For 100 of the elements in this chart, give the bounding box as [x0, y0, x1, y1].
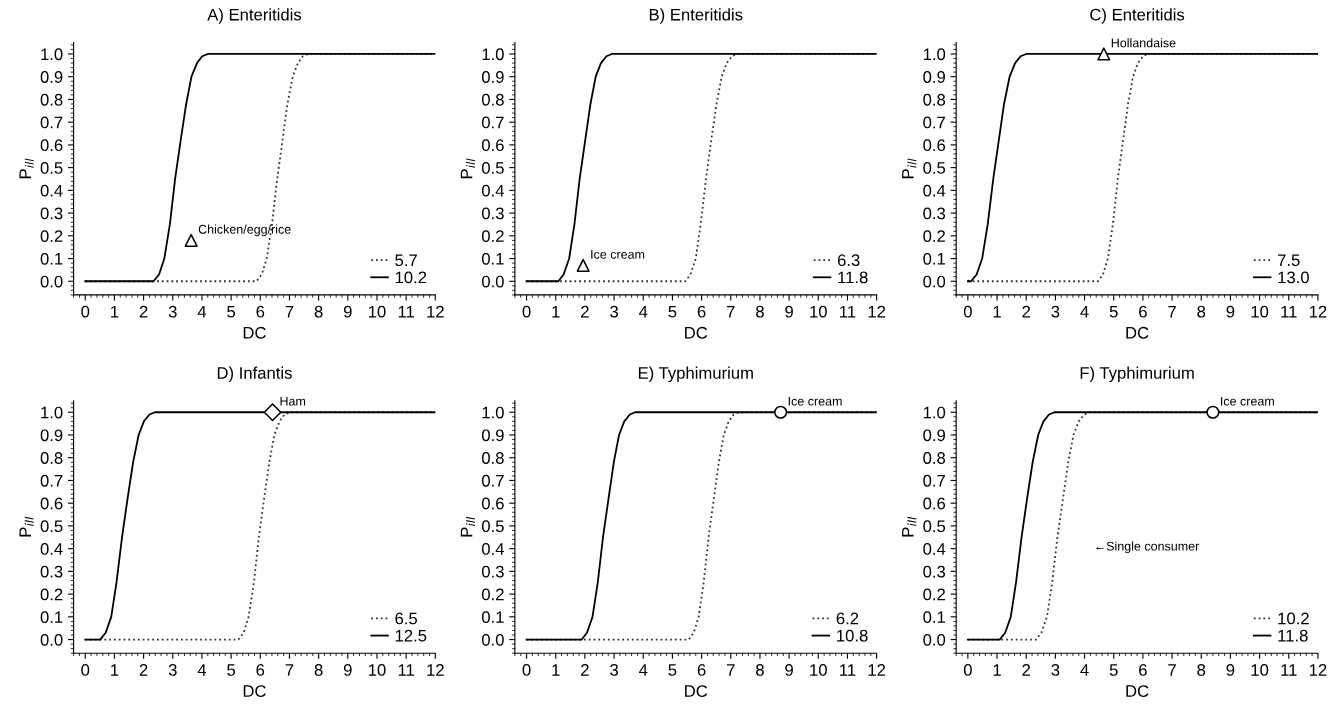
chart-title: D) Infantis	[217, 366, 292, 383]
y-tick-label: 0.1	[40, 611, 63, 624]
y-tick-label: 0.2	[923, 230, 945, 243]
x-tick-label: 2	[1022, 664, 1031, 676]
x-tick-label: 5	[227, 305, 236, 318]
x-tick-label: 8	[314, 305, 323, 318]
x-tick-label: 1	[552, 664, 560, 676]
x-tick-label: 10	[810, 305, 827, 318]
y-tick-label: 0.0	[40, 275, 63, 288]
legend-label: 13.0	[1278, 271, 1309, 284]
x-tick-label: 7	[1168, 305, 1176, 318]
x-tick-label: 4	[197, 664, 207, 676]
x-tick-label: 0	[81, 305, 90, 318]
y-tick-label: 0.4	[923, 543, 946, 555]
x-axis-title: DC	[685, 326, 708, 339]
x-tick-label: 3	[1051, 664, 1060, 676]
y-tick-label: 0.9	[481, 429, 504, 442]
y-tick-label: 0.9	[923, 71, 945, 83]
y-tick-label: 1.0	[923, 48, 946, 61]
legend-label: 6.3	[837, 254, 860, 267]
y-tick-label: 0.8	[40, 452, 63, 464]
x-tick-label: 9	[343, 664, 352, 676]
y-tick-label: 0.2	[481, 588, 504, 601]
y-tick-label: 1.0	[923, 406, 946, 419]
x-tick-label: 7	[726, 664, 735, 676]
y-tick-label: 0.4	[923, 184, 946, 197]
y-tick-label: 0.4	[481, 184, 504, 197]
x-tick-label: 2	[1022, 305, 1031, 318]
x-tick-label: 2	[139, 664, 148, 676]
x-tick-label: 3	[168, 305, 177, 318]
annotation: Hollandaise	[1111, 38, 1176, 48]
chart-title: F) Typhimurium	[1080, 366, 1194, 383]
y-tick-label: 0.3	[40, 207, 63, 220]
chart-title: E) Typhimurium	[638, 366, 753, 383]
x-tick-label: 10	[1251, 664, 1269, 676]
y-tick-label: 1.0	[482, 406, 504, 419]
x-axis-title: DC	[1126, 685, 1149, 697]
y-tick-label: 0.6	[923, 497, 946, 510]
x-tick-label: 11	[398, 664, 414, 676]
x-tick-label: 12	[868, 664, 886, 676]
y-tick-label: 0.5	[923, 520, 946, 533]
y-tick-label: 0.5	[40, 162, 63, 174]
x-tick-label: 11	[840, 664, 856, 676]
chart-title: A) Enteritidis	[207, 8, 302, 24]
x-tick-label: 9	[785, 305, 793, 318]
y-tick-label: 0.7	[40, 116, 63, 129]
legend-label: 6.5	[395, 612, 418, 625]
y-tick-label: 0.3	[40, 565, 63, 578]
legend-label: 5.7	[395, 254, 417, 267]
y-tick-label: 0.8	[923, 452, 946, 464]
y-tick-label: 0.2	[923, 588, 945, 601]
legend-label: 12.5	[395, 629, 427, 642]
y-tick-label: 0.2	[40, 230, 63, 243]
y-axis-title: P$_{ill}$	[460, 516, 475, 537]
y-axis-title: P$_{ill}$	[902, 516, 917, 537]
x-tick-label: 9	[1226, 305, 1235, 318]
x-axis-title: DC	[243, 326, 266, 339]
x-tick-label: 11	[1281, 305, 1297, 318]
x-tick-label: 3	[168, 664, 177, 676]
y-tick-label: 0.4	[40, 184, 63, 197]
x-tick-label: 7	[1168, 664, 1176, 676]
x-tick-label: 8	[1197, 664, 1206, 676]
annotation: Chicken/egg/rice	[198, 224, 291, 237]
x-tick-label: 5	[668, 305, 677, 318]
x-tick-label: 9	[1226, 664, 1235, 676]
y-tick-label: 0.6	[481, 497, 504, 510]
y-tick-label: 0.0	[481, 275, 504, 288]
y-tick-label: 0.2	[40, 588, 63, 601]
legend-label: 10.2	[395, 271, 427, 284]
x-tick-label: 11	[840, 305, 856, 318]
y-tick-label: 0.9	[40, 429, 63, 442]
x-tick-label: 5	[668, 664, 677, 676]
x-tick-label: 9	[343, 305, 352, 318]
y-tick-label: 0.3	[923, 565, 946, 578]
y-axis-title: P$_{ill}$	[19, 516, 34, 537]
x-tick-label: 1	[111, 305, 119, 318]
y-tick-label: 0.3	[481, 565, 504, 578]
x-tick-label: 12	[427, 664, 444, 676]
y-tick-label: 0.8	[481, 452, 504, 464]
line-series	[84, 53, 436, 283]
y-tick-label: 0.6	[481, 139, 504, 152]
x-tick-label: 7	[285, 664, 294, 676]
x-tick-label: 7	[726, 305, 735, 318]
x-tick-label: 6	[256, 305, 265, 318]
x-tick-label: 0	[963, 305, 972, 318]
y-tick-label: 0.9	[481, 71, 504, 83]
x-tick-label: 8	[1197, 305, 1206, 318]
x-tick-label: 7	[285, 305, 294, 318]
y-tick-label: 0.9	[40, 71, 63, 83]
x-tick-label: 6	[697, 664, 706, 676]
annotation: Ham	[280, 396, 306, 406]
x-tick-label: 2	[581, 664, 589, 676]
x-tick-label: 10	[1251, 305, 1269, 318]
x-tick-label: 3	[610, 305, 618, 318]
y-tick-label: 0.1	[481, 252, 504, 265]
x-tick-label: 5	[227, 664, 236, 676]
annotation: Ice cream	[1221, 396, 1274, 406]
y-tick-label: 0.7	[481, 474, 504, 487]
x-tick-label: 11	[1281, 664, 1297, 676]
annotation: Ice cream	[591, 250, 645, 259]
